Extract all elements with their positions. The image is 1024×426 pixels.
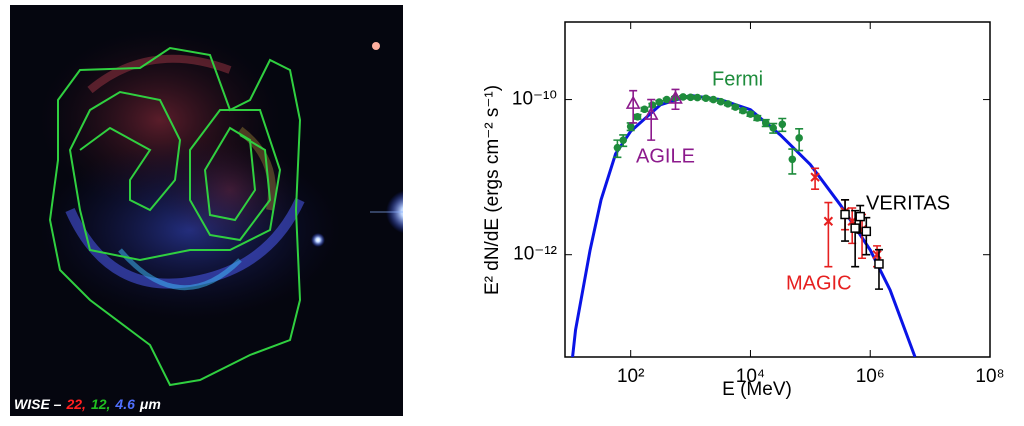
- data-point: [626, 122, 635, 131]
- y-tick-label: 10⁻¹²: [513, 244, 557, 265]
- plot-frame: [564, 21, 991, 358]
- data-point: [717, 97, 725, 106]
- data-point: [810, 172, 820, 182]
- data-point: [823, 216, 834, 226]
- x-axis-label: E (MeV): [722, 379, 792, 400]
- data-point: [761, 119, 770, 127]
- error-bar: [851, 209, 860, 268]
- data-point: [662, 95, 671, 104]
- data-point: [633, 112, 642, 121]
- data-point: [724, 100, 732, 108]
- data-point: [778, 120, 787, 129]
- data-point: [702, 94, 710, 103]
- caption-part: 12,: [91, 396, 110, 412]
- data-layer: [571, 88, 917, 357]
- caption-part: μm: [139, 396, 161, 412]
- caption-part: WISE –: [14, 396, 62, 412]
- error-bar: [811, 167, 820, 190]
- x-tick-label: 10²: [617, 366, 644, 387]
- data-point: [709, 95, 718, 104]
- data-point: [686, 93, 695, 102]
- y-axis-label: E² dN/dE (ergs cm⁻² s⁻¹): [482, 85, 503, 295]
- data-point: [855, 211, 865, 222]
- x-tick-label: 10⁸: [975, 366, 1004, 387]
- sky-image: [10, 5, 403, 416]
- data-point: [739, 106, 747, 115]
- error-bar: [824, 201, 833, 268]
- data-point: [850, 223, 860, 233]
- caption-part: 4.6: [114, 396, 135, 412]
- data-point: [613, 143, 622, 152]
- data-point: [746, 110, 755, 118]
- image-caption: WISE –22, 12, 4.6 μm: [14, 396, 161, 412]
- series-label: AGILE: [636, 145, 695, 167]
- x-tick-label: 10⁶: [856, 366, 885, 387]
- y-tick-label: 10⁻¹⁰: [512, 89, 557, 110]
- series-label: VERITAS: [866, 192, 950, 214]
- caption-part: 22,: [65, 396, 85, 412]
- plot: [564, 21, 991, 358]
- error-bar: [874, 248, 883, 290]
- data-point: [874, 259, 884, 269]
- data-point: [795, 134, 803, 142]
- data-point: [788, 155, 797, 164]
- data-point: [643, 106, 659, 120]
- data-point: [769, 124, 778, 132]
- data-point: [625, 95, 641, 109]
- data-point: [679, 93, 687, 101]
- data-point: [731, 103, 740, 111]
- series-label: MAGIC: [786, 272, 852, 294]
- data-point: [693, 93, 702, 102]
- series-label: Fermi: [712, 68, 763, 90]
- data-point: [655, 98, 664, 106]
- data-point: [840, 209, 850, 220]
- data-point: [640, 105, 649, 114]
- x-tick-label: 10⁴: [736, 366, 765, 387]
- data-point: [861, 226, 872, 237]
- data-point: [619, 136, 628, 144]
- data-point: [753, 114, 762, 122]
- data-point: [648, 101, 657, 109]
- data-point: [668, 90, 683, 104]
- error-bar: [841, 199, 850, 242]
